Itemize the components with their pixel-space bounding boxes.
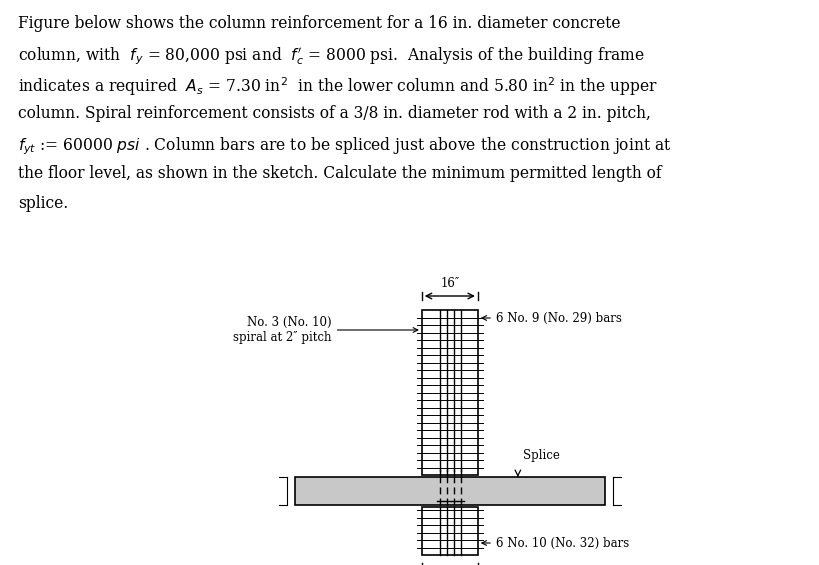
Text: 16″: 16″: [440, 277, 459, 290]
Bar: [421, 310, 477, 475]
Text: indicates a required  $A_s$ = 7.30 in$^2$  in the lower column and 5.80 in$^2$ i: indicates a required $A_s$ = 7.30 in$^2$…: [18, 75, 657, 98]
Text: 6 No. 10 (No. 32) bars: 6 No. 10 (No. 32) bars: [482, 537, 628, 550]
Text: $f_{yt}$ := 60000 $psi$ . Column bars are to be spliced just above the construct: $f_{yt}$ := 60000 $psi$ . Column bars ar…: [18, 135, 671, 157]
Text: Figure below shows the column reinforcement for a 16 in. diameter concrete: Figure below shows the column reinforcem…: [18, 15, 620, 32]
Text: column, with  $f_y$ = 80,000 psi and  $f_c^{\prime}$ = 8000 psi.  Analysis of th: column, with $f_y$ = 80,000 psi and $f_c…: [18, 45, 644, 67]
Text: Splice: Splice: [523, 450, 559, 463]
Text: No. 3 (No. 10)
spiral at 2″ pitch: No. 3 (No. 10) spiral at 2″ pitch: [233, 316, 418, 344]
Bar: [295, 477, 604, 505]
Text: the floor level, as shown in the sketch. Calculate the minimum permitted length : the floor level, as shown in the sketch.…: [18, 165, 661, 182]
Text: 6 No. 9 (No. 29) bars: 6 No. 9 (No. 29) bars: [482, 311, 621, 324]
Text: column. Spiral reinforcement consists of a 3/8 in. diameter rod with a 2 in. pit: column. Spiral reinforcement consists of…: [18, 105, 650, 122]
Bar: [421, 507, 477, 555]
Text: splice.: splice.: [18, 195, 68, 212]
